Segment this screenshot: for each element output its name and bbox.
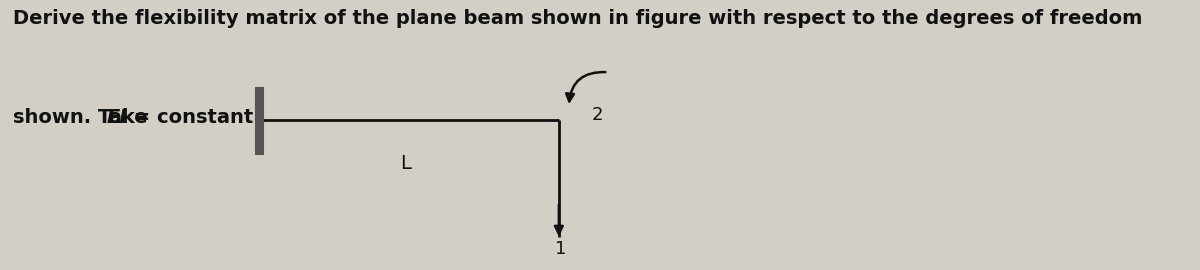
- Text: Derive the flexibility matrix of the plane beam shown in figure with respect to : Derive the flexibility matrix of the pla…: [13, 9, 1142, 28]
- Text: shown. Take: shown. Take: [13, 108, 155, 127]
- Text: EI: EI: [107, 108, 127, 127]
- Text: L: L: [401, 154, 412, 173]
- Text: 1: 1: [556, 240, 566, 258]
- Bar: [254, 87, 263, 154]
- Text: = constant.: = constant.: [127, 108, 260, 127]
- Text: 2: 2: [592, 106, 602, 124]
